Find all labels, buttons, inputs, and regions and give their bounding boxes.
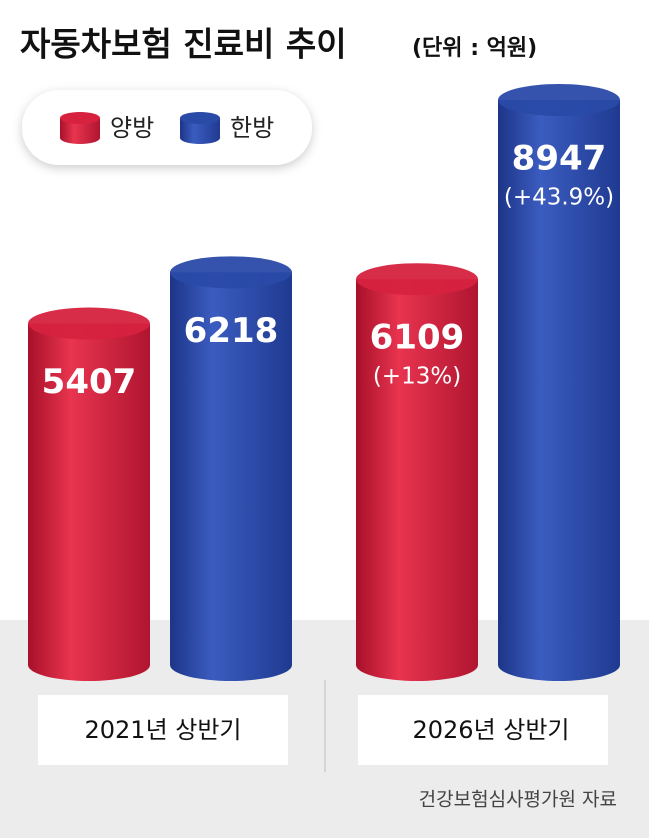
change-label: (+43.9%) (504, 185, 614, 211)
legend-swatch-top (60, 112, 100, 124)
chart-subtitle: (단위 : 억원) (412, 36, 537, 61)
chart-title: 자동차보험 진료비 추이 (20, 25, 347, 64)
bar-top (356, 263, 478, 296)
legend-label: 한방 (230, 114, 274, 142)
legend-swatch-bottom (60, 132, 100, 144)
bar (28, 323, 150, 665)
bar-top (498, 84, 620, 116)
source: 건강보험심사평가원 자료 (419, 789, 617, 811)
bar (498, 100, 620, 665)
bar (356, 279, 478, 665)
value-label: 5407 (42, 362, 137, 402)
value-label: 8947 (512, 139, 607, 179)
legend-swatch-top (180, 112, 220, 124)
bar-top (170, 256, 292, 289)
category-box (358, 695, 608, 765)
value-label: 6218 (184, 311, 279, 351)
legend-swatch-bottom (180, 132, 220, 144)
x-tick-label: 2026년 상반기 (412, 716, 569, 744)
bar-top (28, 307, 150, 340)
legend (22, 90, 312, 165)
bar (170, 272, 292, 665)
change-label: (+13%) (373, 364, 461, 390)
x-tick-label: 2021년 상반기 (84, 716, 241, 744)
value-label: 6109 (370, 318, 465, 358)
legend-label: 양방 (110, 114, 154, 142)
category-box (38, 695, 288, 765)
